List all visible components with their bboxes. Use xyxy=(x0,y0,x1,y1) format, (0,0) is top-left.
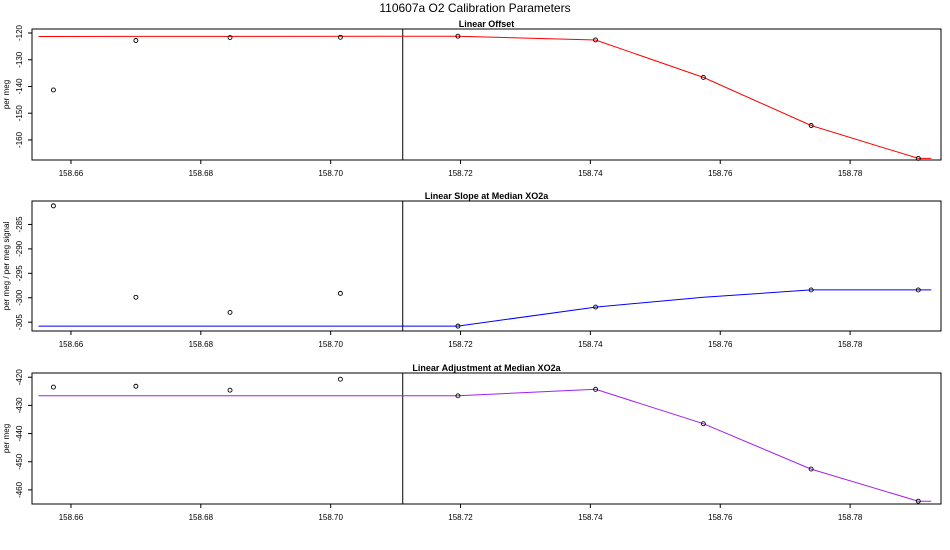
data-point xyxy=(337,34,343,40)
panel-title: Linear Adjustment at Median XO2a xyxy=(412,363,561,373)
x-tick-label: 158.76 xyxy=(708,513,733,522)
x-tick-label: 158.74 xyxy=(578,169,603,178)
y-tick-label: -295 xyxy=(15,265,24,282)
y-axis-label: per meg / per meg signal xyxy=(2,222,11,311)
data-point xyxy=(700,74,706,80)
data-point xyxy=(808,123,814,128)
x-tick-label: 158.72 xyxy=(448,340,473,349)
data-point xyxy=(133,294,139,300)
data-point xyxy=(915,498,921,504)
y-axis-label: per meg xyxy=(2,80,11,109)
x-tick-label: 158.70 xyxy=(318,513,343,522)
data-point xyxy=(50,87,56,93)
y-tick-label: -440 xyxy=(15,425,24,442)
y-tick-label: -150 xyxy=(15,105,24,122)
data-point xyxy=(915,287,921,293)
x-tick-label: 158.74 xyxy=(578,340,603,349)
data-point xyxy=(337,376,343,382)
y-tick-label: -420 xyxy=(15,369,24,386)
data-point xyxy=(593,304,599,310)
data-point xyxy=(808,287,814,293)
x-tick-label: 158.74 xyxy=(578,513,603,522)
panel-title: Linear Slope at Median XO2a xyxy=(425,191,550,201)
x-tick-label: 158.70 xyxy=(318,169,343,178)
x-tick-label: 158.68 xyxy=(189,513,214,522)
y-tick-label: -130 xyxy=(15,51,24,68)
x-tick-label: 158.78 xyxy=(838,340,863,349)
y-tick-label: -160 xyxy=(15,131,24,148)
data-point xyxy=(50,384,56,390)
data-point xyxy=(808,466,814,472)
data-point xyxy=(133,38,139,43)
panel-3: Linear Adjustment at Median XO2a per meg 1… xyxy=(2,363,942,522)
y-tick-label: -450 xyxy=(15,453,24,470)
panel-title: Linear Offset xyxy=(459,19,515,29)
data-point xyxy=(227,387,233,393)
x-tick-label: 158.66 xyxy=(59,513,84,522)
x-tick-label: 158.78 xyxy=(838,513,863,522)
plot-frame xyxy=(31,200,942,332)
x-tick-label: 158.78 xyxy=(838,169,863,178)
plot-frame xyxy=(31,372,942,505)
data-point xyxy=(133,383,139,389)
data-point xyxy=(227,309,233,315)
x-tick-label: 158.72 xyxy=(448,513,473,522)
figure-title: 110607a O2 Calibration Parameters xyxy=(379,1,570,15)
data-point xyxy=(455,33,461,39)
data-point xyxy=(700,421,706,427)
x-tick-label: 158.66 xyxy=(59,340,84,349)
fit-line xyxy=(38,388,932,502)
x-tick-label: 158.72 xyxy=(448,169,473,178)
data-point xyxy=(455,393,461,399)
x-tick-label: 158.66 xyxy=(59,169,84,178)
y-tick-label: -460 xyxy=(15,481,24,498)
x-tick-label: 158.70 xyxy=(318,340,343,349)
y-tick-label: -300 xyxy=(15,289,24,306)
data-point xyxy=(227,35,233,41)
data-point xyxy=(50,203,56,209)
x-tick-label: 158.76 xyxy=(708,340,733,349)
y-tick-label: -285 xyxy=(15,216,24,233)
data-point xyxy=(915,155,921,161)
x-tick-label: 158.76 xyxy=(708,169,733,178)
data-point xyxy=(593,386,599,392)
y-tick-label: -305 xyxy=(15,314,24,331)
x-tick-label: 158.68 xyxy=(189,340,214,349)
y-tick-label: -120 xyxy=(15,24,24,41)
fit-line xyxy=(38,35,932,159)
panel-1: Linear Offset per meg 158.66 158.68 158.70 15… xyxy=(2,19,942,178)
y-tick-label: -430 xyxy=(15,397,24,414)
panel-2: Linear Slope at Median XO2a per meg / per… xyxy=(2,191,942,349)
fit-line xyxy=(38,289,932,327)
y-tick-label: -290 xyxy=(15,240,24,257)
data-point xyxy=(455,323,461,329)
data-point xyxy=(593,37,599,43)
y-tick-label: -140 xyxy=(15,78,24,95)
chart-panels: Linear Offset per meg 158.66 158.68 158.70 15… xyxy=(2,19,942,522)
x-tick-label: 158.68 xyxy=(189,169,214,178)
data-point xyxy=(337,290,343,296)
y-axis-label: per meg xyxy=(2,424,11,453)
plot-frame xyxy=(31,28,942,161)
